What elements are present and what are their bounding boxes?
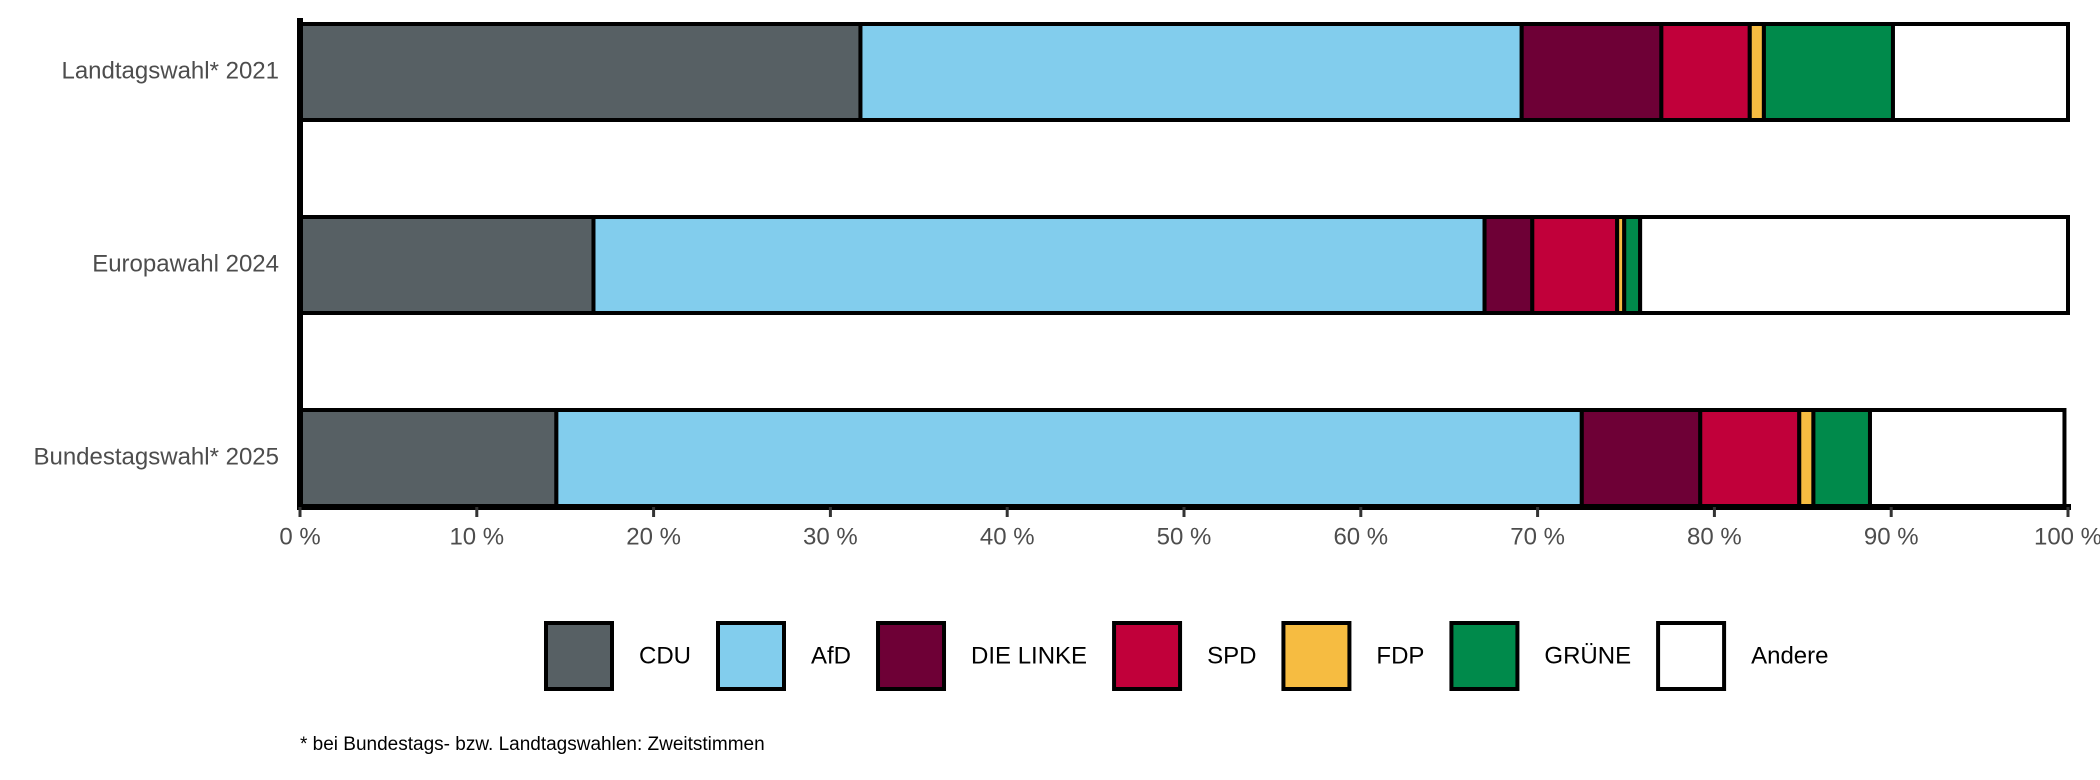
legend-label: AfD	[811, 642, 851, 669]
bar-segment	[1867, 408, 2067, 508]
legend-swatch	[1112, 621, 1183, 691]
legend-swatch	[1656, 621, 1727, 691]
bar-segment	[1482, 215, 1535, 315]
legend-swatch	[716, 621, 786, 691]
bar-segment	[591, 215, 1487, 315]
x-tick-label: 90 %	[1864, 523, 1919, 550]
bar-segment	[298, 22, 863, 122]
legend-label: SPD	[1207, 642, 1256, 669]
legend-swatch	[544, 621, 614, 691]
legend-label: FDP	[1376, 642, 1424, 669]
legend-label: DIE LINKE	[971, 642, 1087, 669]
bar-segment	[1747, 22, 1766, 122]
bar-segment	[1797, 408, 1816, 508]
legend-swatch	[1449, 621, 1520, 691]
bar-segment	[1638, 215, 2071, 315]
bar-segment	[1698, 408, 1802, 508]
x-tick-label: 10 %	[449, 523, 504, 550]
y-tick-label: Europawahl 2024	[92, 250, 279, 277]
x-tick-label: 100 %	[2034, 523, 2100, 550]
bar-segment	[298, 408, 559, 508]
y-tick-label: Bundestagswahl* 2025	[33, 443, 279, 470]
x-tick-label: 20 %	[626, 523, 681, 550]
bar-segment	[1811, 408, 1872, 508]
bar-segment	[298, 215, 596, 315]
legend-swatch	[876, 621, 947, 691]
footnote: * bei Bundestags- bzw. Landtagswahlen: Z…	[300, 734, 765, 755]
x-tick-label: 30 %	[803, 523, 858, 550]
legend-label: GRÜNE	[1544, 642, 1631, 669]
bar-segment	[1579, 408, 1703, 508]
bar-segment	[554, 408, 1584, 508]
bar-segment	[1622, 215, 1643, 315]
x-tick-label: 70 %	[1510, 523, 1565, 550]
bar-segment	[1530, 215, 1620, 315]
y-tick-label: Landtagswahl* 2021	[61, 57, 279, 84]
bar-segment	[1890, 22, 2071, 122]
x-tick-label: 40 %	[980, 523, 1035, 550]
bar-segment	[1659, 22, 1752, 122]
bar-segment	[1761, 22, 1895, 122]
x-tick-label: 80 %	[1687, 523, 1742, 550]
x-tick-label: 0 %	[279, 523, 320, 550]
x-tick-label: 50 %	[1157, 523, 1212, 550]
bar-segment	[858, 22, 1524, 122]
legend-label: CDU	[639, 642, 691, 669]
legend-swatch	[1281, 621, 1352, 691]
bar-segment	[1519, 22, 1664, 122]
x-tick-label: 60 %	[1333, 523, 1388, 550]
legend-label: Andere	[1751, 642, 1828, 669]
